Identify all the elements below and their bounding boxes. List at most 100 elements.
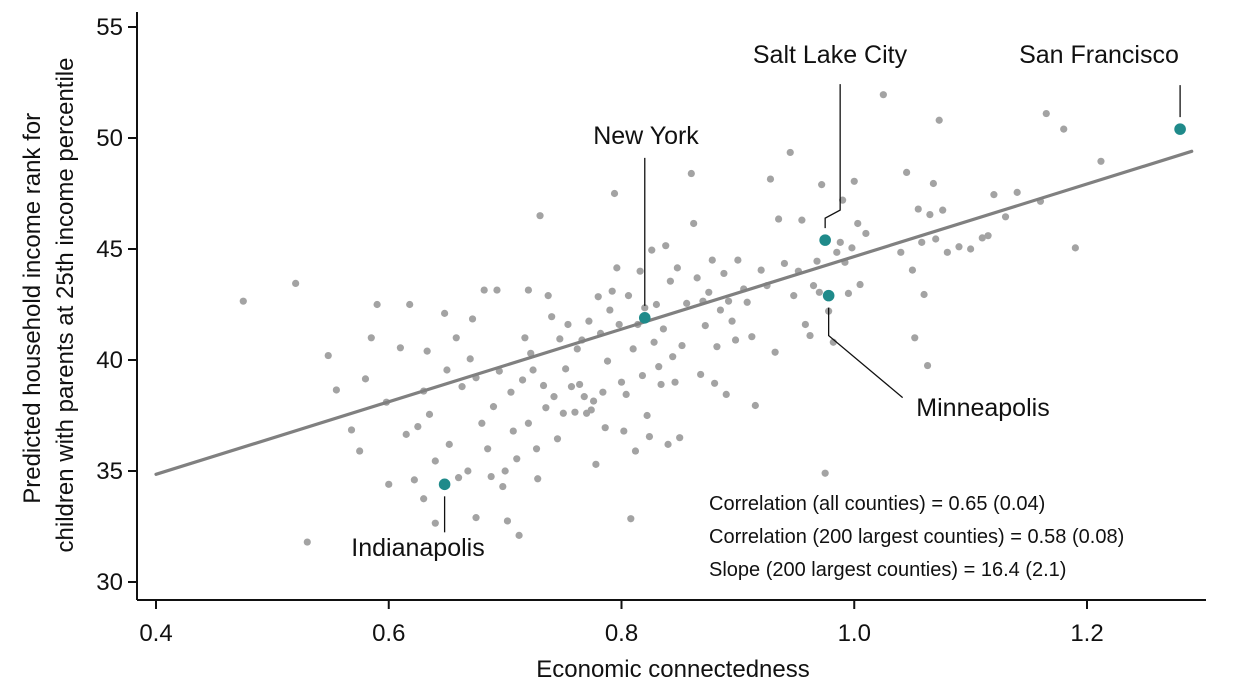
scatter-point <box>652 300 661 309</box>
y-tick-label: 50 <box>96 125 123 152</box>
minneapolis-leader-line <box>827 307 904 399</box>
scatter-point <box>645 432 654 441</box>
scatter-point <box>454 474 463 482</box>
y-axis-title-line-2: children with parents at 25th income per… <box>52 58 79 553</box>
scatter-point <box>636 267 644 275</box>
scatter-point <box>396 344 404 352</box>
scatter-point <box>458 383 466 391</box>
salt-lake-city-leader-line <box>824 84 841 229</box>
scatter-point <box>809 282 818 290</box>
scatter-point <box>766 175 775 183</box>
scatter-point <box>650 338 658 346</box>
fit-line-layer <box>154 149 1194 476</box>
scatter-point <box>587 406 595 414</box>
minneapolis-label: Minneapolis <box>916 394 1049 422</box>
scatter-point <box>1071 244 1079 252</box>
scatter-point <box>542 404 550 412</box>
y-tick-label: 40 <box>96 347 123 374</box>
salt-lake-city-point <box>819 234 831 246</box>
scatter-point <box>757 266 765 274</box>
scatter-point <box>920 290 928 299</box>
scatter-point <box>484 445 492 453</box>
scatter-point <box>664 440 672 448</box>
x-tick-label: 0.6 <box>372 620 405 647</box>
scatter-point <box>445 440 453 448</box>
scatter-point <box>627 515 635 523</box>
minneapolis-point <box>822 289 835 302</box>
scatter-point <box>480 286 488 294</box>
fit-line <box>154 149 1194 476</box>
scatter-point <box>743 298 751 306</box>
scatter-point <box>406 300 414 309</box>
scatter-point <box>932 235 940 243</box>
scatter-point <box>671 378 679 386</box>
scatter-point <box>571 408 579 416</box>
scatter-point <box>943 248 951 256</box>
scatter-point <box>580 393 588 401</box>
scatter-point <box>711 379 719 387</box>
scatter-point <box>367 334 375 342</box>
scatter-point <box>573 345 581 353</box>
scatter-point <box>501 467 509 475</box>
scatter-point <box>722 390 730 399</box>
scatter-point <box>608 287 616 295</box>
scatter-point <box>731 336 740 344</box>
scatter-point <box>833 248 841 256</box>
scatter-point <box>978 234 986 242</box>
scatter-point <box>955 243 963 251</box>
scatter-point <box>524 286 533 294</box>
scatter-point <box>524 419 533 427</box>
x-tick-label: 0.4 <box>139 620 172 647</box>
scatter-point <box>687 169 695 178</box>
scatter-point <box>815 288 823 296</box>
scatter-point <box>911 334 919 342</box>
scatter-point <box>923 361 932 370</box>
scatter-point <box>836 238 844 246</box>
scatter-point <box>854 219 862 228</box>
san-francisco-point <box>1174 123 1186 135</box>
scatter-point <box>536 212 544 220</box>
scatter-point <box>720 269 728 278</box>
scatter-point <box>850 177 858 185</box>
scatter-point <box>606 306 614 314</box>
scatter-point <box>643 411 651 420</box>
scatter-point <box>929 179 937 188</box>
scatter-point <box>356 447 364 455</box>
scatter-point <box>423 347 431 355</box>
indianapolis-point <box>438 478 451 491</box>
x-tick-label: 1.2 <box>1070 620 1103 647</box>
correlation-all-counties: Correlation (all counties) = 0.65 (0.04) <box>709 493 1045 515</box>
scatter-point <box>648 246 656 254</box>
scatter-point <box>624 292 633 300</box>
scatter-point <box>562 365 570 373</box>
scatter-point <box>452 334 460 342</box>
scatter-point <box>532 445 541 453</box>
scatter-point <box>527 349 535 357</box>
scatter-point <box>780 259 789 268</box>
scatter-point <box>683 299 691 307</box>
scatter-point <box>1001 213 1010 221</box>
scatter-point <box>239 297 247 305</box>
scatter-point <box>361 375 370 383</box>
scatter-point <box>655 363 663 371</box>
scatter-point <box>724 297 733 305</box>
san-francisco-label: San Francisco <box>1019 41 1179 69</box>
scatter-point <box>550 393 558 401</box>
scatter-point <box>443 366 451 374</box>
scatter-point <box>468 315 477 323</box>
scatter-point <box>425 410 434 418</box>
scatter-point <box>347 426 356 434</box>
scatter-point <box>493 286 501 294</box>
scatter-point <box>1097 157 1105 165</box>
scatter-point <box>806 331 814 340</box>
scatter-point <box>844 289 853 297</box>
scatter-point <box>594 293 602 301</box>
x-tick-label: 0.8 <box>605 620 638 647</box>
scatter-point <box>790 292 798 300</box>
scatter-point <box>926 210 934 219</box>
y-axis-title-line-1: Predicted household income rank for <box>19 113 46 504</box>
scatter-point <box>576 380 584 389</box>
scatter-point <box>693 274 701 282</box>
scatter-point <box>984 232 992 240</box>
scatter-point <box>771 348 779 356</box>
